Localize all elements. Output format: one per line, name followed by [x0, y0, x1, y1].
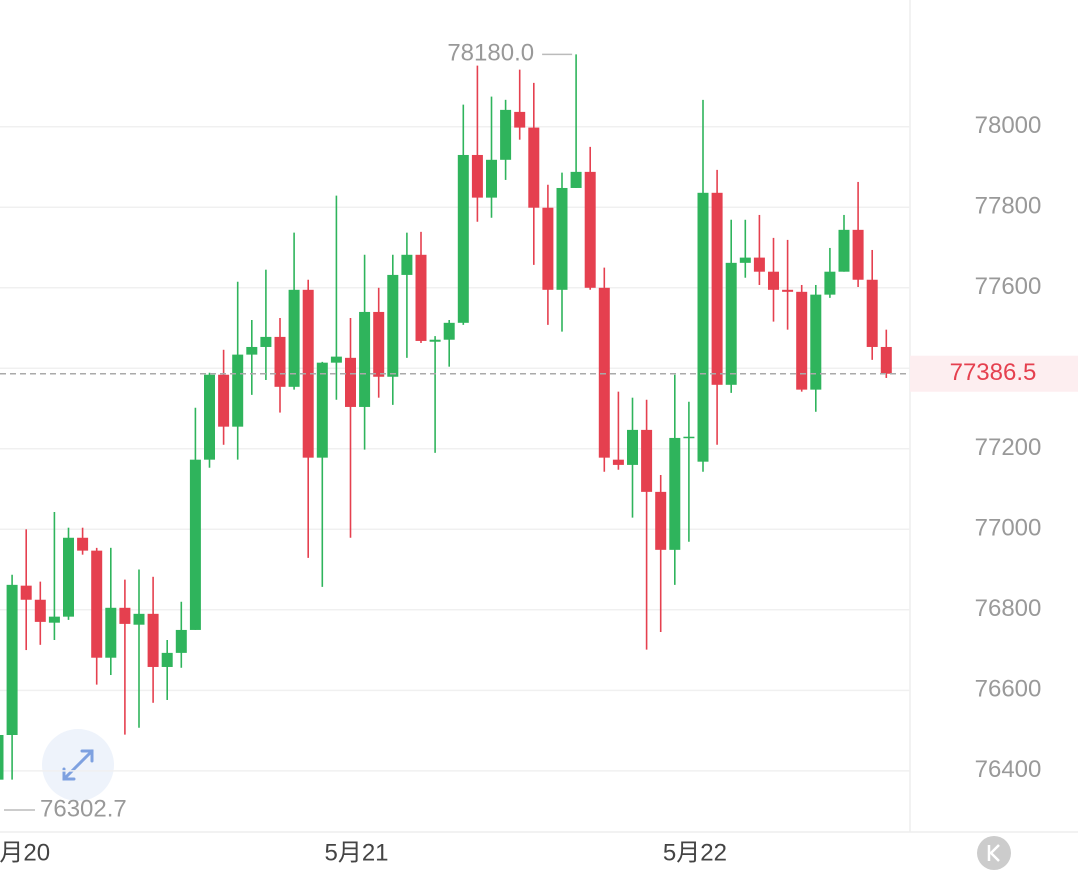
candle-body — [373, 311, 385, 377]
candle-body — [711, 192, 723, 385]
candle-body — [302, 289, 314, 458]
low-marker-label: 76302.7 — [40, 795, 127, 822]
candle-body — [627, 429, 638, 465]
candle-body — [48, 616, 60, 623]
candle-body — [189, 459, 201, 630]
candle-body — [63, 537, 74, 617]
x-tick-label: 5月22 — [663, 839, 727, 866]
candle-body — [782, 289, 794, 292]
y-tick-label: 76400 — [975, 756, 1042, 783]
candle-body — [20, 585, 32, 600]
candle-body — [34, 599, 46, 622]
candle-body — [401, 254, 413, 275]
y-tick-label: 77800 — [975, 193, 1042, 220]
candle-body — [218, 374, 230, 427]
candle-body — [810, 294, 822, 390]
candle-body — [866, 279, 878, 347]
candle-body — [880, 346, 892, 374]
candle-body — [204, 374, 215, 460]
candle-body — [274, 336, 286, 387]
candle-body — [6, 584, 18, 735]
candle-body — [443, 322, 455, 340]
candle-body — [387, 274, 399, 377]
expand-icon[interactable] — [62, 749, 94, 781]
candle-body — [260, 336, 272, 347]
y-tick-label: 76600 — [975, 676, 1042, 703]
candle-body — [429, 339, 441, 342]
candle-body — [330, 356, 342, 363]
candle-body — [570, 171, 582, 188]
last-price-label: 77386.5 — [950, 359, 1037, 386]
candle-body — [105, 607, 117, 658]
candle-body — [0, 734, 4, 780]
candle-body — [697, 192, 709, 462]
candle-body — [288, 289, 300, 387]
candle-body — [147, 613, 159, 667]
candle-body — [852, 229, 864, 280]
candle-body — [796, 291, 808, 390]
candle-body — [232, 354, 244, 427]
candle-body — [641, 429, 653, 492]
candle-body — [556, 187, 568, 290]
y-tick-label: 77600 — [975, 273, 1042, 300]
candle-body — [359, 311, 371, 407]
y-tick-label: 78000 — [975, 112, 1042, 139]
candle-body — [91, 550, 103, 658]
candle-body — [77, 537, 89, 551]
candle-body — [838, 229, 850, 272]
last-price-bg — [910, 355, 1078, 392]
candle-body — [725, 262, 737, 385]
candle-body — [753, 257, 765, 272]
candle-body — [133, 613, 145, 625]
candle-body — [486, 159, 497, 198]
y-tick-label: 76800 — [975, 595, 1042, 622]
candle-body — [345, 357, 356, 407]
y-tick-label: 77000 — [975, 515, 1042, 542]
candle-body — [514, 111, 526, 128]
candle-body — [316, 362, 328, 458]
candle-body — [584, 171, 596, 288]
candle-body — [542, 207, 554, 290]
candle-body — [471, 154, 483, 198]
candle-body — [683, 436, 695, 439]
candle-body — [457, 154, 469, 323]
candle-body — [824, 271, 836, 295]
x-tick-label: 5月21 — [324, 839, 388, 866]
candle-body — [500, 109, 512, 160]
candle-body — [528, 127, 540, 208]
candle-body — [739, 257, 751, 263]
candle-body — [175, 629, 187, 653]
candle-body — [161, 652, 173, 667]
candle-body — [768, 271, 779, 290]
x-tick-label: 5月20 — [0, 839, 50, 866]
k-icon[interactable] — [987, 844, 1000, 862]
candle-body — [655, 491, 667, 550]
candle-body — [598, 287, 610, 458]
y-tick-label: 77200 — [975, 434, 1042, 461]
expand-button[interactable] — [42, 729, 114, 801]
high-marker-label: 78180.0 — [447, 40, 534, 67]
candle-body — [415, 254, 427, 341]
candle-body — [246, 346, 258, 355]
k-button[interactable] — [977, 836, 1011, 870]
k-bg[interactable] — [977, 836, 1011, 870]
candle-body — [612, 459, 624, 465]
candle-body — [119, 607, 131, 624]
candle-body — [669, 437, 681, 550]
